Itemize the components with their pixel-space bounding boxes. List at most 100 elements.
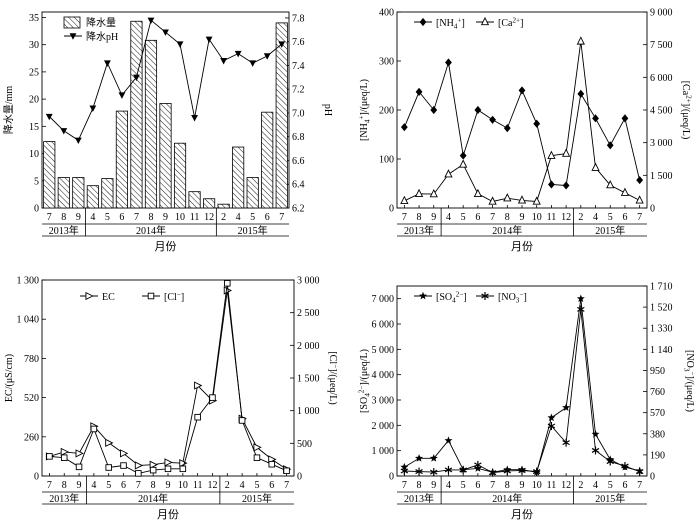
series-1: [43, 20, 288, 209]
data-point: [234, 50, 242, 58]
bar: [173, 142, 187, 209]
left-axis-tick-label: 6 000: [372, 320, 395, 331]
data-point: [400, 195, 409, 204]
data-point: [162, 29, 169, 36]
data-point: [444, 465, 453, 474]
chart-panel-1: 051015202530356.26.46.66.87.07.27.47.67.…: [2, 11, 333, 253]
data-point: [415, 87, 423, 96]
year-label: 2015年: [238, 224, 268, 237]
data-point: [547, 413, 556, 422]
legend-label: [Ca2+]: [498, 17, 523, 30]
series-line: [404, 298, 640, 473]
data-point: [473, 188, 483, 198]
x-tick-label: 7: [637, 480, 642, 491]
data-point: [503, 124, 511, 133]
data-point: [205, 36, 213, 44]
data-point: [577, 305, 585, 314]
right-axis-tick-label: 380: [650, 429, 665, 440]
legend-marker: [419, 291, 427, 300]
data-point: [253, 454, 261, 461]
right-axis-tick-label: 6.8: [292, 132, 305, 143]
data-point: [135, 470, 142, 477]
legend: [SO42−] [NO3−]: [414, 291, 527, 305]
x-tick-label: 8: [417, 212, 422, 223]
data-point: [444, 436, 453, 444]
data-point: [209, 394, 216, 401]
x-tick-label: 6: [121, 480, 126, 491]
data-point: [459, 465, 467, 474]
x-tick-label: 2: [578, 480, 583, 491]
data-point: [636, 175, 644, 185]
right-axis-tick-label: 1 500: [650, 171, 673, 182]
right-axis-tick-label: 1 140: [650, 345, 673, 356]
left-axis-tick-label: 10: [29, 149, 39, 160]
data-point: [147, 17, 155, 25]
bar: [203, 198, 216, 209]
x-tick-label: 6: [475, 212, 480, 223]
data-point: [90, 425, 98, 433]
left-axis-tick-label: 260: [24, 432, 39, 443]
data-point: [133, 74, 140, 82]
x-tick-label: 5: [250, 212, 255, 223]
bar: [261, 111, 274, 209]
left-axis-tick-label: 5: [34, 176, 39, 187]
data-point: [561, 148, 571, 157]
x-tick-label: 10: [532, 212, 542, 223]
data-point: [253, 443, 262, 452]
data-point: [489, 115, 496, 124]
x-tick-label: 11: [193, 480, 203, 491]
x-tick-label: 4: [91, 480, 96, 491]
right-axis-tick-label: 7.4: [292, 61, 305, 72]
left-axis-label: EC/(μS/cm): [4, 354, 15, 402]
data-point: [547, 150, 556, 159]
chart-panel-3: 0 260 520 780 1 040 1 300 0 500 1 000 1 500 2 000 2…: [4, 276, 340, 522]
left-axis-tick-label: 3 000: [372, 396, 395, 407]
left-axis-tick-label: 4 000: [372, 370, 395, 381]
chart-panel-2: 0 100 200 300 400 0 1 500 3 000 4 500 6 000 7 500 9…: [358, 8, 693, 254]
x-tick-label: 6: [475, 480, 480, 491]
left-axis-label: 降水量/mm: [2, 86, 15, 135]
series-line: [49, 283, 287, 474]
x-tick-label: 12: [207, 480, 217, 491]
data-point: [194, 381, 203, 390]
data-point: [620, 187, 630, 196]
left-axis-tick-label: 0: [389, 472, 394, 483]
data-point: [606, 457, 614, 466]
data-point: [118, 92, 126, 99]
legend: [NH4+] [Ca2+]: [414, 17, 523, 31]
data-point: [120, 449, 129, 458]
data-point: [179, 465, 187, 473]
bar: [275, 22, 288, 209]
series-2: [400, 36, 644, 205]
right-axis-label: pH: [322, 104, 333, 116]
x-tick-label: 8: [505, 480, 510, 491]
right-axis-tick-label: 1 520: [650, 303, 673, 314]
bar: [86, 185, 99, 209]
data-point: [547, 422, 556, 430]
data-point: [74, 137, 82, 145]
bar: [115, 110, 128, 209]
left-axis-label: [NH4+]/(μeq/L): [358, 79, 372, 141]
data-point: [445, 58, 452, 67]
right-axis-tick-label: 1 000: [297, 406, 320, 417]
data-point: [414, 188, 424, 198]
data-point: [238, 417, 246, 424]
legend-marker: [419, 17, 427, 27]
x-tick-label: 11: [547, 480, 557, 491]
data-point: [503, 193, 512, 202]
data-point: [249, 60, 257, 67]
x-tick-label: 8: [148, 212, 153, 223]
right-axis-label: [Ca2+]/(μeq/L): [680, 81, 693, 140]
year-label: 2015年: [242, 492, 272, 505]
data-point: [576, 294, 585, 303]
data-point: [224, 280, 231, 287]
x-tick-label: 10: [178, 480, 188, 491]
legend: EC [Cl−]: [80, 291, 184, 303]
right-axis-tick-label: 3 000: [297, 276, 320, 287]
data-point: [517, 195, 527, 204]
x-tick-label: 7: [47, 480, 52, 491]
data-point: [474, 460, 482, 469]
data-point: [149, 460, 158, 469]
right-axis-tick-label: 950: [650, 366, 665, 377]
data-point: [60, 447, 69, 457]
